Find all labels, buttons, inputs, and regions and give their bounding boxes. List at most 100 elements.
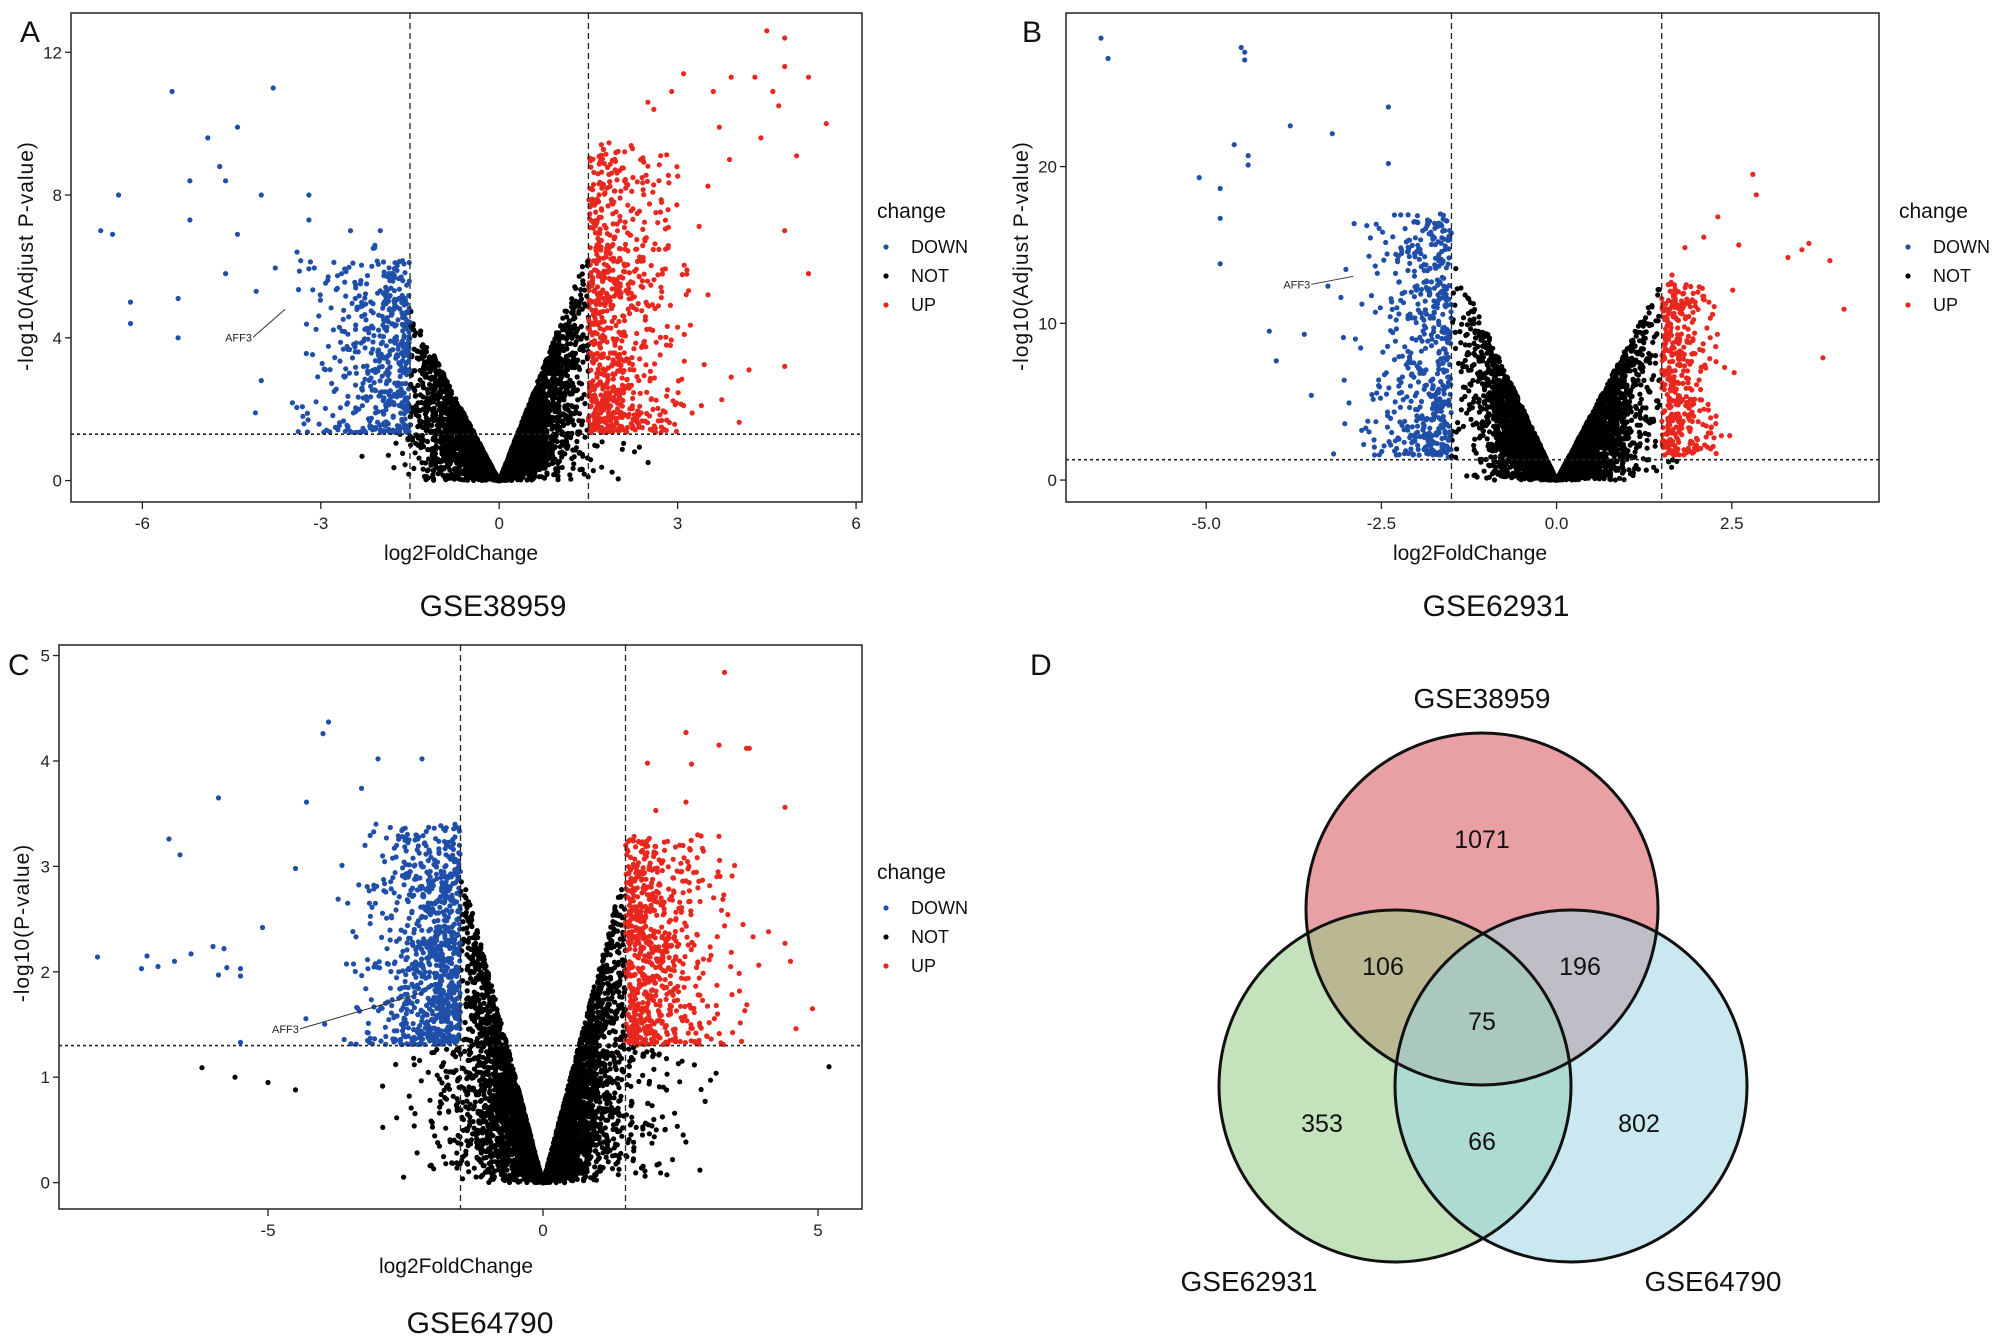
- point-not: [413, 403, 419, 409]
- point-up: [639, 278, 646, 284]
- point-not: [423, 415, 429, 421]
- point-down: [387, 293, 393, 299]
- point-up: [640, 180, 646, 186]
- point-down: [342, 329, 348, 335]
- point-up: [619, 338, 625, 344]
- point-up: [640, 258, 646, 264]
- point-up: [600, 366, 606, 372]
- point-up: [663, 427, 669, 434]
- point-not: [508, 448, 514, 455]
- point-not: [446, 475, 452, 481]
- point-up: [662, 217, 669, 223]
- point-not: [459, 454, 465, 460]
- point-not: [538, 436, 544, 442]
- point-not: [579, 271, 585, 277]
- point-up: [645, 99, 651, 105]
- point-up: [675, 378, 682, 384]
- point-down: [396, 258, 402, 265]
- point-down: [258, 378, 264, 384]
- point-not: [576, 380, 582, 386]
- point-up: [656, 162, 662, 168]
- point-down: [376, 312, 382, 318]
- point-up: [662, 226, 669, 232]
- point-not: [464, 448, 470, 454]
- point-up: [636, 208, 643, 214]
- point-up: [630, 390, 637, 396]
- point-up: [624, 377, 630, 383]
- point-up: [610, 276, 617, 282]
- point-up: [794, 153, 800, 159]
- point-up: [653, 339, 659, 345]
- point-up: [782, 363, 788, 369]
- point-not: [499, 473, 505, 479]
- point-not: [551, 423, 557, 429]
- point-not: [511, 461, 517, 467]
- point-up: [618, 388, 624, 395]
- point-not: [413, 432, 419, 438]
- point-not: [471, 477, 477, 483]
- point-up: [630, 174, 636, 181]
- point-down: [364, 363, 370, 369]
- point-down: [356, 406, 362, 412]
- point-down: [347, 428, 353, 434]
- point-down: [383, 355, 389, 361]
- point-down: [362, 428, 368, 434]
- point-down: [365, 368, 371, 374]
- point-not: [420, 400, 426, 406]
- point-up: [598, 142, 604, 148]
- point-not: [540, 457, 546, 463]
- point-down: [358, 278, 364, 284]
- point-not: [574, 404, 580, 410]
- point-up: [662, 409, 668, 415]
- point-down: [402, 270, 408, 276]
- point-down: [306, 266, 312, 272]
- legend-marker-down: [883, 244, 889, 250]
- point-down: [352, 344, 358, 350]
- point-up: [603, 290, 610, 297]
- point-down: [289, 400, 295, 406]
- point-down: [295, 287, 302, 293]
- point-up: [664, 323, 670, 329]
- point-not: [539, 389, 545, 395]
- x-tick-label: 6: [851, 514, 860, 533]
- point-up: [639, 175, 645, 181]
- point-up: [596, 214, 602, 220]
- point-up: [588, 270, 594, 276]
- point-not: [425, 475, 431, 481]
- point-down: [307, 259, 313, 265]
- point-down: [313, 399, 319, 405]
- point-up: [629, 146, 636, 152]
- point-down: [371, 333, 377, 339]
- point-down: [322, 367, 328, 373]
- point-up: [595, 416, 601, 422]
- point-up: [611, 199, 617, 205]
- point-up: [636, 424, 642, 430]
- point-not: [441, 466, 447, 472]
- point-up: [657, 209, 664, 215]
- point-not: [416, 455, 422, 461]
- point-up: [617, 218, 623, 224]
- point-up: [687, 322, 694, 328]
- point-up: [653, 210, 659, 216]
- point-up: [637, 390, 643, 396]
- point-up: [614, 228, 621, 234]
- point-up: [617, 255, 623, 261]
- point-up: [631, 346, 637, 352]
- point-not: [570, 358, 576, 364]
- point-down: [386, 377, 392, 383]
- point-up: [633, 307, 640, 313]
- point-not: [559, 454, 565, 460]
- point-down: [319, 360, 325, 367]
- point-not: [427, 369, 433, 375]
- point-down: [323, 280, 329, 286]
- point-down: [382, 389, 388, 395]
- point-down: [402, 397, 408, 403]
- point-not: [556, 403, 562, 409]
- point-down: [399, 349, 405, 355]
- point-not: [519, 434, 526, 440]
- point-down: [309, 352, 316, 358]
- point-down: [379, 363, 385, 370]
- point-up: [588, 164, 594, 170]
- point-up: [626, 296, 632, 302]
- point-up: [621, 329, 627, 335]
